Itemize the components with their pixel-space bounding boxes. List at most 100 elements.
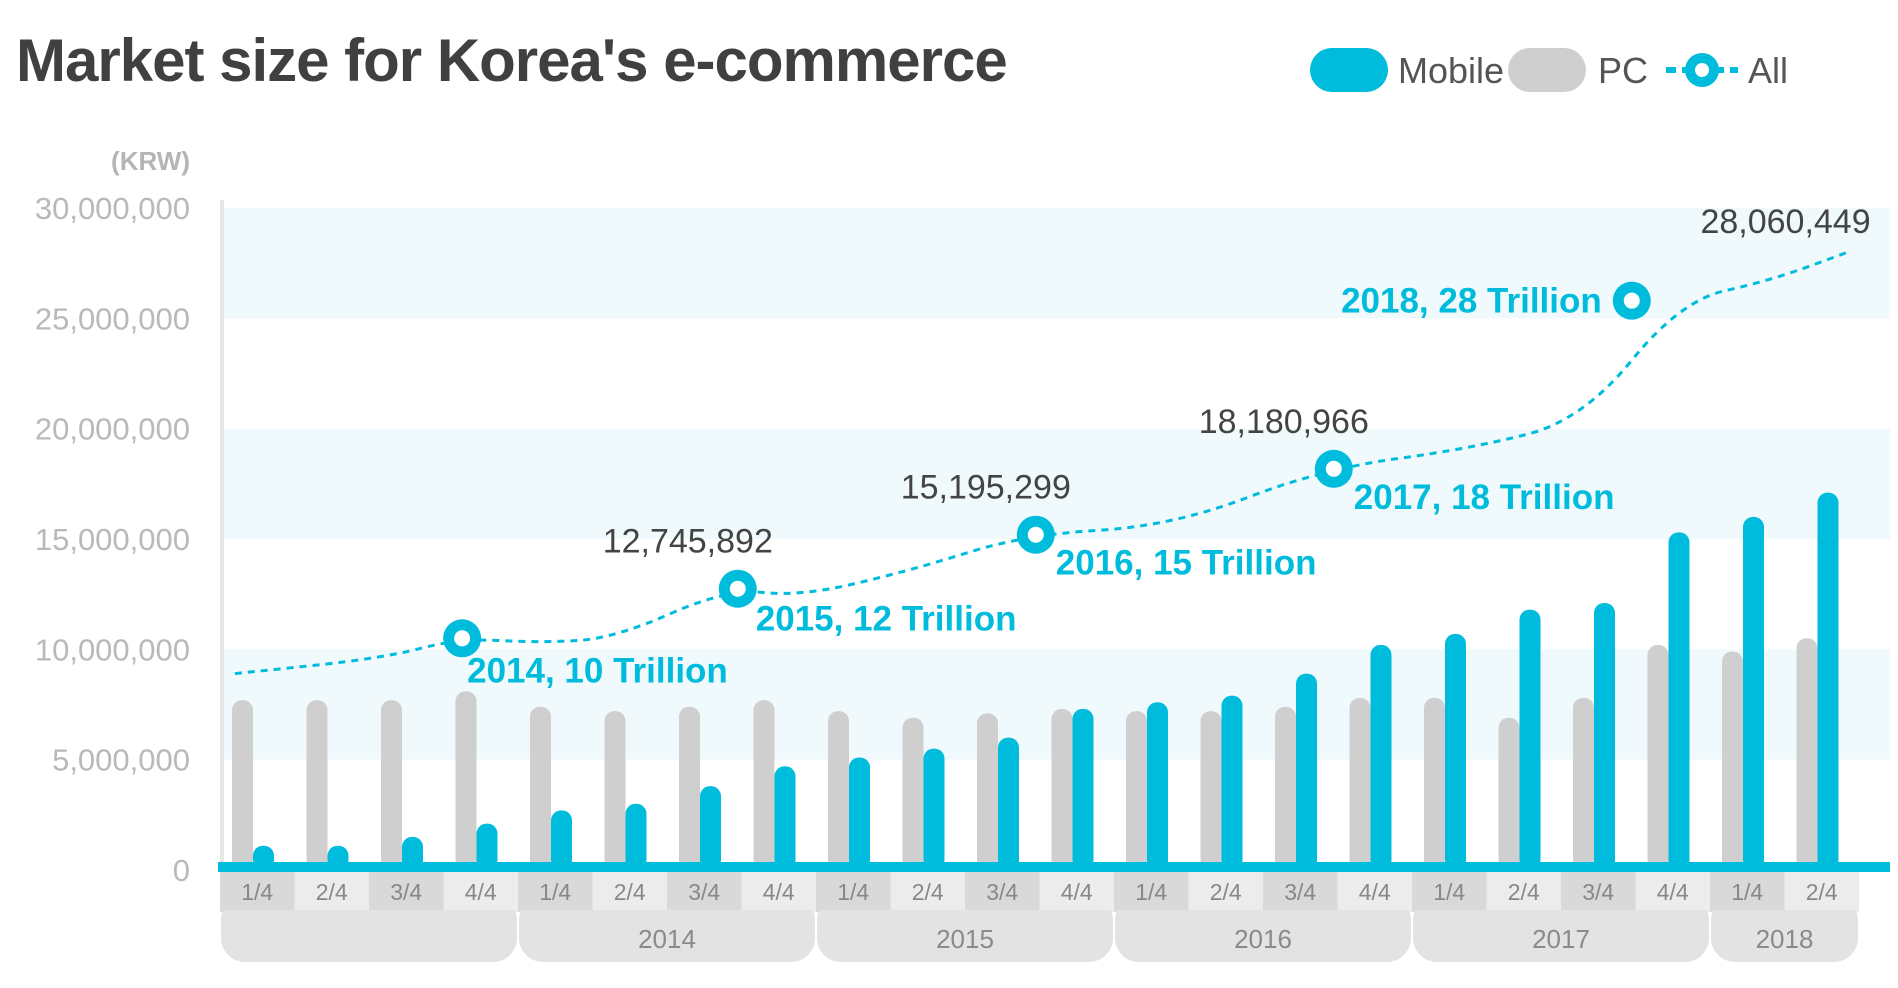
y-tick-label: 20,000,000 — [35, 412, 190, 447]
value-annotations: 2014, 10 Trillion 2015, 12 Trillion 12,745… — [467, 203, 1871, 691]
y-axis-unit-label: (KRW) — [111, 146, 190, 176]
year-group-block — [519, 896, 815, 962]
legend-line-marker-icon — [1666, 53, 1738, 87]
pc-bar — [828, 711, 849, 870]
legend-item-pc: PC — [1508, 42, 1648, 98]
marker-annotation: 2016, 15 Trillion — [1056, 544, 1317, 583]
pc-bar — [679, 706, 700, 870]
x-category-cell — [816, 872, 891, 910]
pc-bar — [232, 700, 253, 870]
x-tick-label: 2/4 — [614, 879, 646, 905]
legend-label-all: All — [1748, 50, 1789, 91]
end-value-label: 28,060,449 — [1700, 203, 1870, 241]
y-tick-label: 10,000,000 — [35, 632, 190, 667]
mobile-bar — [625, 803, 647, 870]
x-axis-categories: 1/4 2/4 3/4 4/4 1/4 2/4 3/4 4/4 1/4 2/4 3/4 4/4 1/4 2… — [220, 872, 1859, 962]
pc-bar — [753, 700, 775, 870]
x-category-cell — [1337, 872, 1412, 910]
marker-value-label: 18,180,966 — [1199, 403, 1369, 441]
pc-bar — [1200, 711, 1222, 870]
y-tick-label: 15,000,000 — [35, 522, 190, 557]
legend-item-mobile: Mobile — [1310, 42, 1510, 98]
mobile-bar — [1072, 708, 1094, 870]
x-category-cell — [1412, 872, 1487, 910]
legend-swatch-pc — [1508, 48, 1586, 92]
marker-annotation: 2014, 10 Trillion — [467, 651, 728, 690]
x-tick-label: 2/4 — [316, 879, 348, 905]
all-marker-center — [454, 630, 471, 647]
y-axis: 0 5,000,000 10,000,000 15,000,000 20,000,000… — [35, 146, 224, 888]
pc-bar — [1275, 706, 1296, 870]
pc-bar — [902, 717, 924, 870]
marker-annotation: 2015, 12 Trillion — [756, 600, 1017, 639]
year-label: 2017 — [1532, 924, 1590, 954]
chart-title: Market size for Korea's e-commerce — [16, 27, 1008, 94]
x-tick-label: 3/4 — [1582, 879, 1614, 905]
year-label: 2016 — [1234, 924, 1292, 954]
x-category-cell — [294, 872, 369, 910]
pc-bar — [530, 706, 551, 870]
mobile-bar — [1147, 702, 1168, 870]
x-tick-label: 2/4 — [912, 879, 944, 905]
x-category-cell — [741, 872, 816, 910]
mobile-bar — [551, 810, 572, 870]
x-category-cell — [592, 872, 667, 910]
x-tick-label: 3/4 — [688, 879, 720, 905]
pc-bar — [1051, 708, 1073, 870]
x-category-cell — [1188, 872, 1263, 910]
x-tick-label: 2/4 — [1806, 879, 1838, 905]
year-group-block — [221, 896, 517, 962]
pc-bar — [1573, 697, 1594, 870]
legend-label-pc: PC — [1598, 50, 1649, 91]
marker-value-label: 15,195,299 — [901, 469, 1071, 507]
mobile-bar — [849, 757, 870, 870]
x-tick-label: 3/4 — [986, 879, 1018, 905]
all-series-line — [234, 249, 1853, 676]
x-tick-label: 2/4 — [1210, 879, 1242, 905]
marker-value-label: 12,745,892 — [603, 523, 773, 561]
marker-annotation: 2018, 28 Trillion — [1341, 282, 1602, 321]
x-tick-label: 4/4 — [1359, 879, 1391, 905]
x-tick-label: 4/4 — [1061, 879, 1093, 905]
x-category-cell — [220, 872, 295, 910]
x-category-cell — [518, 872, 593, 910]
mobile-bar — [1221, 695, 1243, 870]
pc-bar — [1349, 697, 1371, 870]
legend-swatch-mobile — [1310, 48, 1388, 92]
year-label: 2014 — [638, 924, 696, 954]
marker-annotation: 2017, 18 Trillion — [1354, 478, 1615, 517]
x-category-cell — [667, 872, 742, 910]
all-marker-center — [1325, 460, 1342, 477]
y-tick-label: 30,000,000 — [35, 191, 190, 226]
pc-bar — [1722, 651, 1743, 870]
pc-bar — [1796, 638, 1818, 870]
pc-bar — [455, 691, 477, 870]
x-category-cell — [1635, 872, 1710, 910]
mobile-bar — [1743, 516, 1764, 870]
mobile-bar — [1668, 532, 1690, 870]
mobile-bar — [1519, 609, 1541, 870]
x-category-cell — [443, 872, 518, 910]
x-category-cell — [1263, 872, 1338, 910]
x-tick-label: 1/4 — [1731, 879, 1763, 905]
x-category-cell — [890, 872, 965, 910]
pc-bar — [381, 700, 402, 870]
x-tick-label: 1/4 — [241, 879, 273, 905]
mobile-bar — [998, 737, 1019, 870]
pc-bar — [604, 711, 626, 870]
year-group-block — [1115, 896, 1411, 962]
pc-bar — [1424, 697, 1445, 870]
all-marker-center — [1623, 292, 1640, 309]
x-tick-label: 2/4 — [1508, 879, 1540, 905]
x-category-cell — [1784, 872, 1859, 910]
mobile-bar — [1370, 644, 1392, 870]
mobile-bar — [402, 836, 423, 870]
x-category-cell — [1114, 872, 1189, 910]
all-marker-center — [1027, 526, 1044, 543]
pc-bar — [1126, 711, 1147, 870]
all-marker-center — [729, 580, 746, 597]
x-tick-label: 4/4 — [465, 879, 497, 905]
bars — [232, 492, 1839, 870]
year-group-block — [1711, 896, 1858, 962]
mobile-bar — [774, 766, 796, 870]
